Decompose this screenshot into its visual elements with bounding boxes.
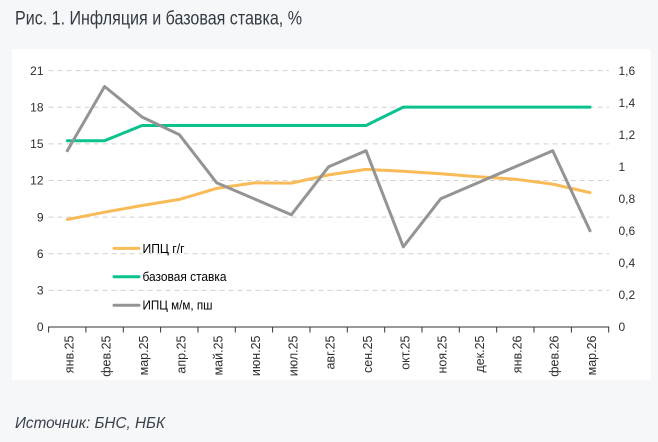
svg-text:фев.26: фев.26 bbox=[548, 335, 562, 376]
svg-text:сен.25: сен.25 bbox=[361, 335, 375, 373]
svg-text:18: 18 bbox=[30, 100, 44, 114]
svg-text:21: 21 bbox=[30, 64, 44, 78]
svg-text:0: 0 bbox=[37, 320, 44, 334]
svg-text:1,2: 1,2 bbox=[619, 128, 636, 142]
svg-text:0,6: 0,6 bbox=[619, 224, 636, 238]
svg-text:июл.25: июл.25 bbox=[286, 335, 300, 376]
svg-text:янв.26: янв.26 bbox=[510, 335, 524, 373]
svg-text:мар.26: мар.26 bbox=[585, 335, 599, 375]
svg-text:9: 9 bbox=[37, 210, 44, 224]
svg-text:май.25: май.25 bbox=[212, 335, 226, 375]
svg-text:ноя.25: ноя.25 bbox=[436, 335, 450, 373]
svg-text:0,2: 0,2 bbox=[619, 288, 636, 302]
svg-text:12: 12 bbox=[30, 174, 44, 188]
svg-text:авг.25: авг.25 bbox=[324, 335, 338, 369]
svg-text:0,8: 0,8 bbox=[619, 192, 636, 206]
svg-text:июн.25: июн.25 bbox=[249, 335, 263, 376]
svg-text:апр.25: апр.25 bbox=[174, 335, 188, 373]
svg-text:мар.25: мар.25 bbox=[137, 335, 151, 375]
svg-text:6: 6 bbox=[37, 247, 44, 261]
svg-text:1,4: 1,4 bbox=[619, 96, 636, 110]
svg-text:3: 3 bbox=[37, 284, 44, 298]
svg-text:Рис. 1. Инфляция и базовая ста: Рис. 1. Инфляция и базовая ставка, % bbox=[15, 9, 302, 30]
svg-text:ИПЦ г/г: ИПЦ г/г bbox=[143, 241, 185, 256]
svg-text:1: 1 bbox=[619, 160, 626, 174]
svg-text:15: 15 bbox=[30, 137, 44, 151]
svg-text:1,6: 1,6 bbox=[619, 64, 636, 78]
svg-text:Источник: БНС, НБК: Источник: БНС, НБК bbox=[15, 415, 167, 432]
svg-text:ИПЦ м/м, пш: ИПЦ м/м, пш bbox=[143, 298, 213, 313]
svg-text:дек.25: дек.25 bbox=[473, 335, 487, 372]
svg-text:янв.25: янв.25 bbox=[62, 335, 76, 373]
svg-text:0: 0 bbox=[619, 320, 626, 334]
svg-text:окт.25: окт.25 bbox=[398, 335, 412, 369]
svg-text:фев.25: фев.25 bbox=[100, 335, 114, 376]
svg-text:базовая ставка: базовая ставка bbox=[143, 269, 228, 284]
svg-text:0,4: 0,4 bbox=[619, 256, 636, 270]
